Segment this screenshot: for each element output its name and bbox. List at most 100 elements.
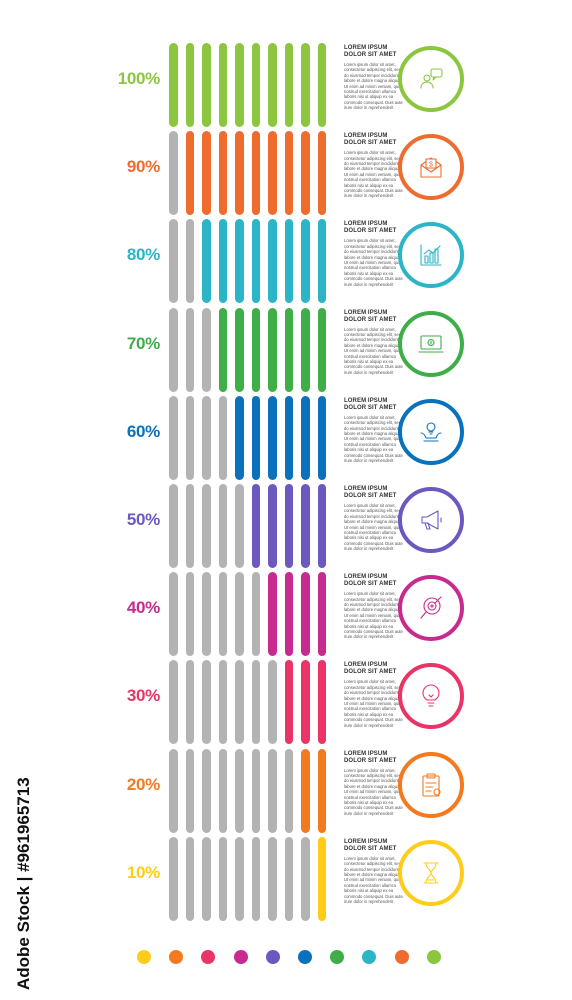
percent-label: 70% <box>126 333 160 353</box>
block-title-line2: DOLOR SIT AMET <box>344 404 397 411</box>
bar-filled <box>284 43 293 127</box>
percent-label: 50% <box>126 510 160 529</box>
block-title-line2: DOLOR SIT AMET <box>344 140 397 147</box>
bar-filled <box>235 219 244 304</box>
bar-filled <box>301 219 310 304</box>
bar-filled <box>202 131 211 216</box>
block-body-text: Lorem ipsum dolor sit amet, consectetur … <box>344 767 404 816</box>
bar-filled <box>284 219 293 304</box>
bar-filled <box>218 219 227 304</box>
bar-empty <box>169 660 178 745</box>
bar-filled <box>317 836 326 921</box>
percent-label: 10% <box>126 862 160 882</box>
bar-filled <box>284 307 293 392</box>
bar-empty <box>202 836 211 921</box>
block-title-line1: LOREM IPSUM <box>344 133 388 140</box>
bar-empty <box>218 748 227 833</box>
bar-empty <box>284 748 293 833</box>
bar-empty <box>235 484 244 568</box>
description-block: LOREM IPSUM DOLOR SIT AMET Lorem ipsum dol… <box>344 310 404 376</box>
bar-filled <box>317 660 326 745</box>
bar-filled <box>284 484 293 568</box>
block-title-line2: DOLOR SIT AMET <box>344 581 397 588</box>
bar-filled <box>235 395 244 480</box>
bar-group <box>169 484 339 568</box>
bar-filled <box>235 131 244 216</box>
block-body-text: Lorem ipsum dolor sit amet, consectetur … <box>344 238 404 287</box>
bar-empty <box>218 572 227 657</box>
bar-group <box>169 131 339 216</box>
block-body-text: Lorem ipsum dolor sit amet, consectetur … <box>344 62 404 111</box>
bar-filled <box>185 43 194 127</box>
bar-filled <box>218 43 227 127</box>
progress-row: 70% LOREM IPSUM DOLOR SIT AMET Lorem ipsum … <box>0 307 572 392</box>
icon-circle <box>398 839 464 906</box>
bar-filled <box>301 307 310 392</box>
progress-row: 90% LOREM IPSUM DOLOR SIT AMET Lorem ipsum … <box>0 131 572 216</box>
description-block: LOREM IPSUM DOLOR SIT AMET Lorem ipsum dol… <box>344 574 404 640</box>
block-title-line1: LOREM IPSUM <box>344 45 388 51</box>
bar-filled <box>169 43 178 127</box>
bar-empty <box>235 748 244 833</box>
legend-dot <box>394 950 409 964</box>
icon-circle <box>398 310 464 377</box>
bar-filled <box>301 748 310 833</box>
icon-circle <box>398 222 464 289</box>
bar-empty <box>185 572 194 657</box>
bar-empty <box>185 484 194 568</box>
bar-filled <box>284 131 293 216</box>
progress-row: 10% LOREM IPSUM DOLOR SIT AMET Lorem ipsum … <box>0 836 572 921</box>
bar-empty <box>235 572 244 657</box>
bar-empty <box>169 307 178 392</box>
percent-label: 30% <box>126 686 160 706</box>
bar-empty <box>218 660 227 745</box>
bar-empty <box>169 395 178 480</box>
description-block: LOREM IPSUM DOLOR SIT AMET Lorem ipsum dol… <box>344 751 404 817</box>
block-title-line1: LOREM IPSUM <box>344 750 388 757</box>
bar-filled <box>185 131 194 216</box>
block-body-text: Lorem ipsum dolor sit amet, consectetur … <box>344 150 404 199</box>
bar-empty <box>268 660 277 745</box>
bar-empty <box>169 836 178 921</box>
block-title-line1: LOREM IPSUM <box>344 309 388 316</box>
legend-dot <box>330 950 345 964</box>
percent-label: 80% <box>126 245 160 265</box>
bar-empty <box>218 836 227 921</box>
percent-label: 90% <box>126 157 160 177</box>
block-title-line1: LOREM IPSUM <box>344 397 388 404</box>
description-block: LOREM IPSUM DOLOR SIT AMET Lorem ipsum dol… <box>344 839 404 905</box>
bar-empty <box>169 219 178 304</box>
percent-label: 40% <box>126 598 160 618</box>
bar-empty <box>169 484 178 568</box>
block-title-line2: DOLOR SIT AMET <box>344 493 397 499</box>
bar-group <box>169 660 339 745</box>
bar-group <box>169 572 339 657</box>
bar-filled <box>317 131 326 216</box>
bar-filled <box>251 395 260 480</box>
bar-filled <box>317 307 326 392</box>
bar-filled <box>251 484 260 568</box>
progress-row: 80% LOREM IPSUM DOLOR SIT AMET Lorem ipsum … <box>0 219 572 304</box>
bar-filled <box>301 484 310 568</box>
bar-group <box>169 43 339 127</box>
description-block: LOREM IPSUM DOLOR SIT AMET Lorem ipsum dol… <box>344 221 404 287</box>
block-title-line1: LOREM IPSUM <box>344 221 388 228</box>
bar-filled <box>284 660 293 745</box>
bar-empty <box>251 748 260 833</box>
bar-empty <box>251 572 260 657</box>
bar-group <box>169 836 339 921</box>
bar-filled <box>218 131 227 216</box>
bar-empty <box>202 572 211 657</box>
icon-circle <box>398 46 464 112</box>
bar-empty <box>185 748 194 833</box>
bar-empty <box>268 748 277 833</box>
block-title-line2: DOLOR SIT AMET <box>344 757 397 764</box>
legend-dot <box>137 950 151 964</box>
icon-circle <box>398 487 464 553</box>
description-block: LOREM IPSUM DOLOR SIT AMET Lorem ipsum dol… <box>344 133 404 199</box>
percent-label: 60% <box>126 421 160 441</box>
icon-circle <box>398 575 464 642</box>
bar-empty <box>202 748 211 833</box>
bar-empty <box>185 660 194 745</box>
